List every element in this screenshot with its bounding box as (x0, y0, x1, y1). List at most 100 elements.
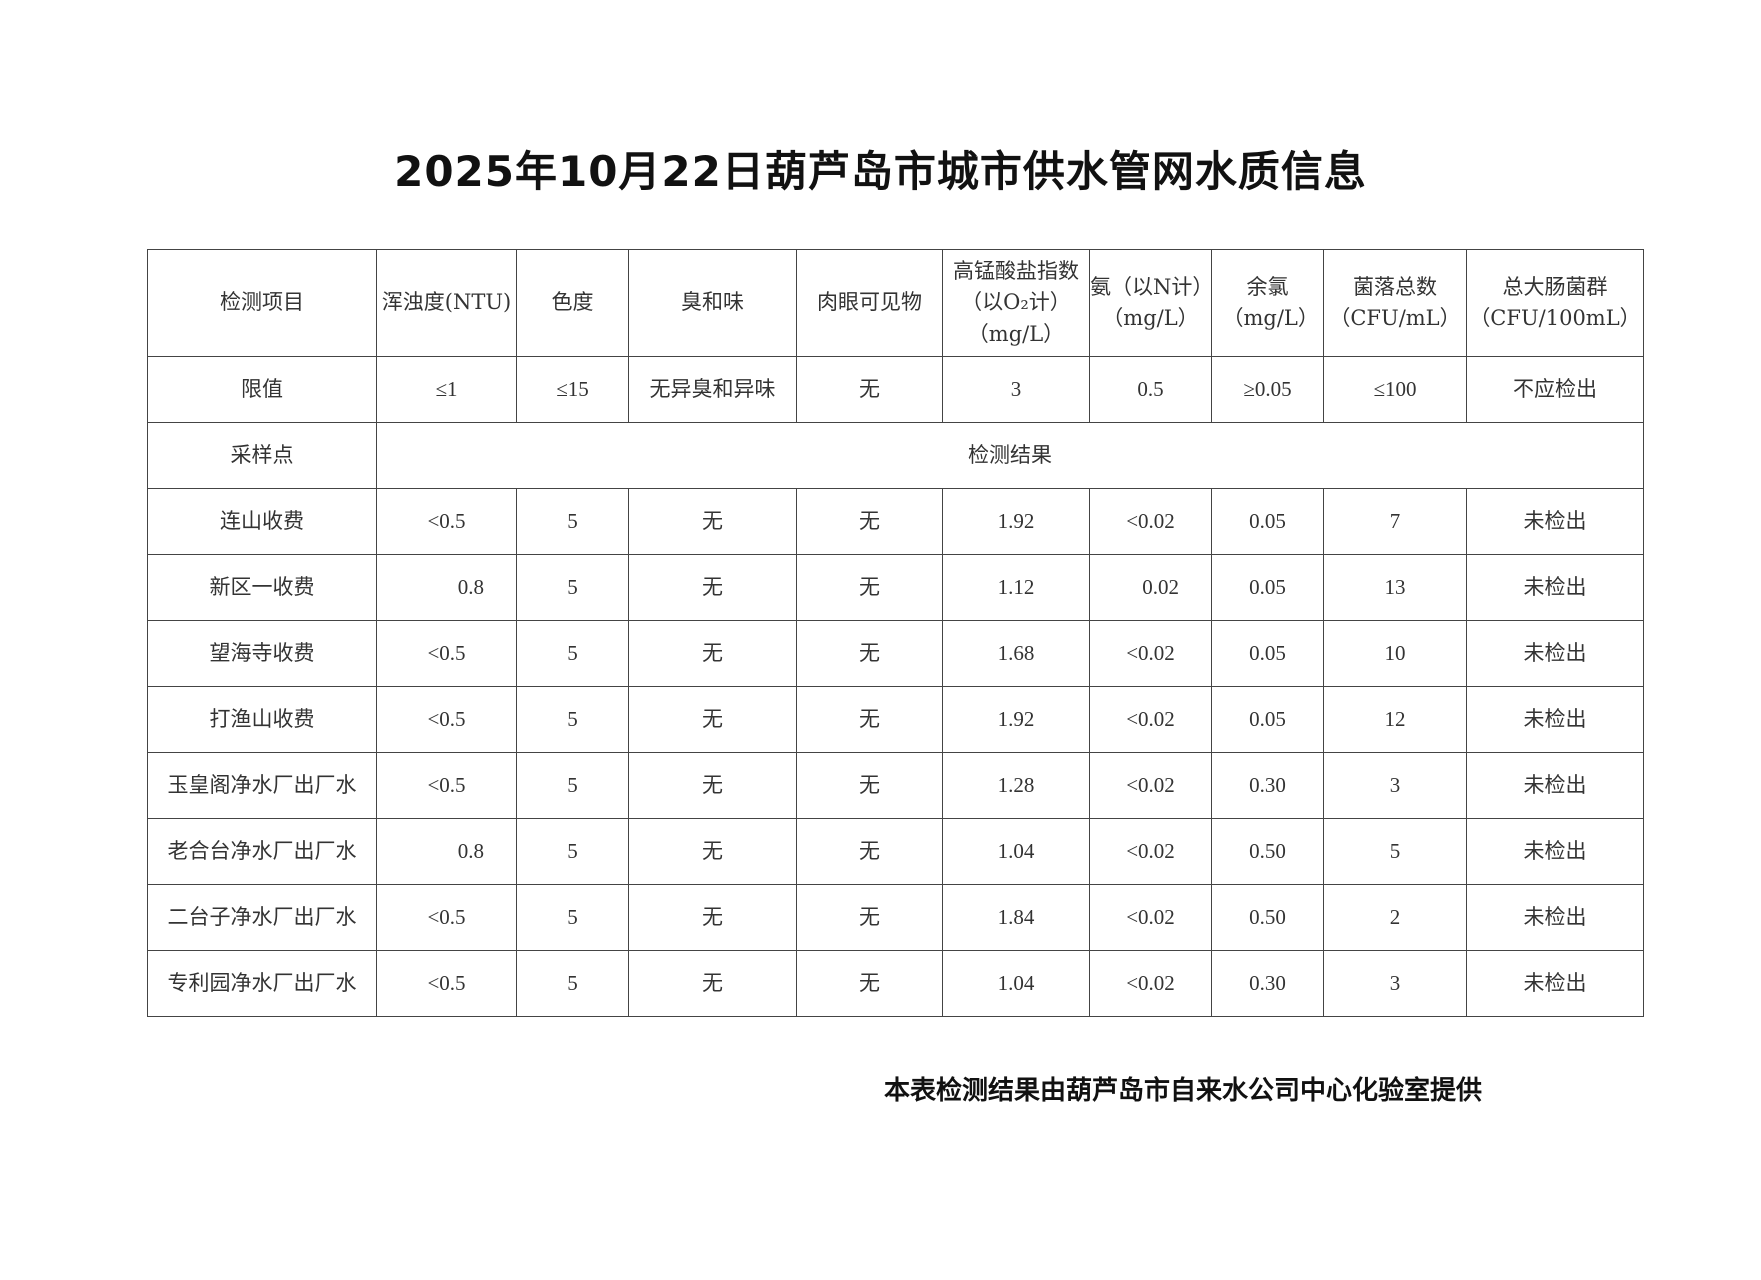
column-header-text: 余氯（mg/L） (1222, 274, 1319, 331)
column-header-line: 色度 (551, 290, 594, 315)
result-cell: 1.92 (942, 686, 1090, 753)
limit-cell: 不应检出 (1466, 356, 1644, 423)
result-cell: 无 (796, 554, 943, 621)
column-header: 臭和味 (628, 249, 797, 357)
limit-cell: 无异臭和异味 (628, 356, 797, 423)
result-cell: <0.02 (1089, 488, 1212, 555)
result-cell: 无 (796, 884, 943, 951)
result-cell: 13 (1323, 554, 1467, 621)
result-cell: 0.05 (1211, 620, 1324, 687)
result-cell: 未检出 (1466, 818, 1644, 885)
result-cell: 无 (796, 686, 943, 753)
table-row: 望海寺收费 <0.5 5 无无 1.68 <0.02 0.05 10 未检出 (147, 620, 1644, 687)
result-cell: <0.5 (376, 488, 517, 555)
result-cell: <0.02 (1089, 950, 1212, 1017)
limit-cell: ≥0.05 (1211, 356, 1324, 423)
source-note: 本表检测结果由葫芦岛市自来水公司中心化验室提供 (884, 1076, 1483, 1106)
column-header: 余氯（mg/L） (1211, 249, 1324, 357)
result-cell: 1.04 (942, 950, 1090, 1017)
sampling-point: 二台子净水厂出厂水 (147, 884, 377, 951)
table-row: 专利园净水厂出厂水 <0.5 5 无无 1.04 <0.02 0.30 3 未检出 (147, 950, 1644, 1017)
sampling-point: 专利园净水厂出厂水 (147, 950, 377, 1017)
result-cell: 10 (1323, 620, 1467, 687)
water-quality-table: 检测项目 浑浊度(NTU) 色度 臭和味 肉眼可见物 高锰酸盐指数 （以O₂计） （mg/L）… (147, 249, 1644, 1017)
result-cell: <0.02 (1089, 620, 1212, 687)
limit-cell: ≤1 (376, 356, 517, 423)
result-cell: 0.50 (1211, 884, 1324, 951)
result-cell: 5 (516, 884, 629, 951)
table-row: 老合台净水厂出厂水 0.8 5 无无 1.04 <0.02 0.50 5 未检出 (147, 818, 1644, 885)
column-header: 肉眼可见物 (796, 249, 943, 357)
column-header-line: （mg/L） (967, 321, 1065, 346)
row-label: 限值 (147, 356, 377, 423)
column-header: 氨（以N计） （mg/L） (1089, 249, 1214, 357)
result-cell: 未检出 (1466, 752, 1644, 819)
sampling-point: 老合台净水厂出厂水 (147, 818, 377, 885)
sampling-point: 玉皇阁净水厂出厂水 (147, 752, 377, 819)
result-cell: 无 (628, 554, 797, 621)
column-header-line: （CFU/mL） (1329, 306, 1461, 330)
result-cell: <0.02 (1089, 818, 1212, 885)
result-cell: 12 (1323, 686, 1467, 753)
result-cell: 5 (516, 752, 629, 819)
column-header-line: 浑浊度(NTU) (381, 290, 512, 315)
column-header-line: （CFU/100mL） (1469, 306, 1641, 330)
result-cell: 0.8 (376, 818, 517, 885)
limit-cell: 0.5 (1089, 356, 1212, 423)
result-cell: 1.12 (942, 554, 1090, 621)
limits-row: 限值 ≤1 ≤15 无异臭和异味无 3 0.5 ≥0.05 ≤100 不应检出 (147, 356, 1644, 423)
column-header-line: 总大肠菌群 (1502, 274, 1608, 299)
column-header-line: （mg/L） (1102, 306, 1199, 330)
result-cell: 1.92 (942, 488, 1090, 555)
column-header-line: 肉眼可见物 (817, 290, 922, 315)
result-cell: 7 (1323, 488, 1467, 555)
column-header: 菌落总数 （CFU/mL） (1323, 249, 1467, 357)
column-header-line: 氨（以N计） (1090, 274, 1214, 299)
result-cell: <0.5 (376, 686, 517, 753)
result-cell: 无 (796, 950, 943, 1017)
result-cell: <0.02 (1089, 884, 1212, 951)
result-cell: 1.28 (942, 752, 1090, 819)
result-cell: 3 (1323, 950, 1467, 1017)
table-row: 连山收费 <0.5 5 无无 1.92 <0.02 0.05 7 未检出 (147, 488, 1644, 555)
result-cell: 无 (628, 818, 797, 885)
result-cell: 0.30 (1211, 752, 1324, 819)
column-header-line: 臭和味 (681, 290, 744, 315)
sampling-point: 望海寺收费 (147, 620, 377, 687)
column-header: 浑浊度(NTU) (376, 249, 517, 357)
results-label: 检测结果 (376, 422, 1644, 489)
column-header-line: 高锰酸盐指数 (953, 258, 1079, 283)
table-row: 新区一收费 0.8 5 无无 1.12 0.02 0.05 13 未检出 (147, 554, 1644, 621)
result-cell: 无 (628, 488, 797, 555)
table-row: 玉皇阁净水厂出厂水 <0.5 5 无无 1.28 <0.02 0.30 3 未检出 (147, 752, 1644, 819)
result-cell: 无 (628, 752, 797, 819)
result-cell: 5 (516, 950, 629, 1017)
column-header: 高锰酸盐指数 （以O₂计） （mg/L） (942, 249, 1090, 357)
column-header: 检测项目 (147, 249, 377, 357)
limit-cell: ≤15 (516, 356, 629, 423)
sampling-point: 新区一收费 (147, 554, 377, 621)
result-cell: 未检出 (1466, 884, 1644, 951)
result-cell: 5 (516, 686, 629, 753)
result-cell: 无 (796, 620, 943, 687)
result-cell: 0.30 (1211, 950, 1324, 1017)
limit-cell: ≤100 (1323, 356, 1467, 423)
result-cell: <0.5 (376, 884, 517, 951)
result-cell: <0.5 (376, 752, 517, 819)
result-cell: 无 (628, 620, 797, 687)
result-cell: 5 (516, 818, 629, 885)
row-label: 采样点 (147, 422, 377, 489)
result-cell: <0.5 (376, 950, 517, 1017)
sampling-point: 打渔山收费 (147, 686, 377, 753)
column-header: 总大肠菌群 （CFU/100mL） (1466, 249, 1644, 357)
result-cell: 未检出 (1466, 620, 1644, 687)
column-header-line: 检测项目 (220, 290, 304, 315)
result-cell: 0.05 (1211, 554, 1324, 621)
result-cell: 无 (628, 686, 797, 753)
result-cell: 5 (516, 488, 629, 555)
result-cell: <0.02 (1089, 686, 1212, 753)
result-cell: 未检出 (1466, 488, 1644, 555)
column-header: 色度 (516, 249, 629, 357)
result-cell: 5 (1323, 818, 1467, 885)
result-cell: 未检出 (1466, 686, 1644, 753)
